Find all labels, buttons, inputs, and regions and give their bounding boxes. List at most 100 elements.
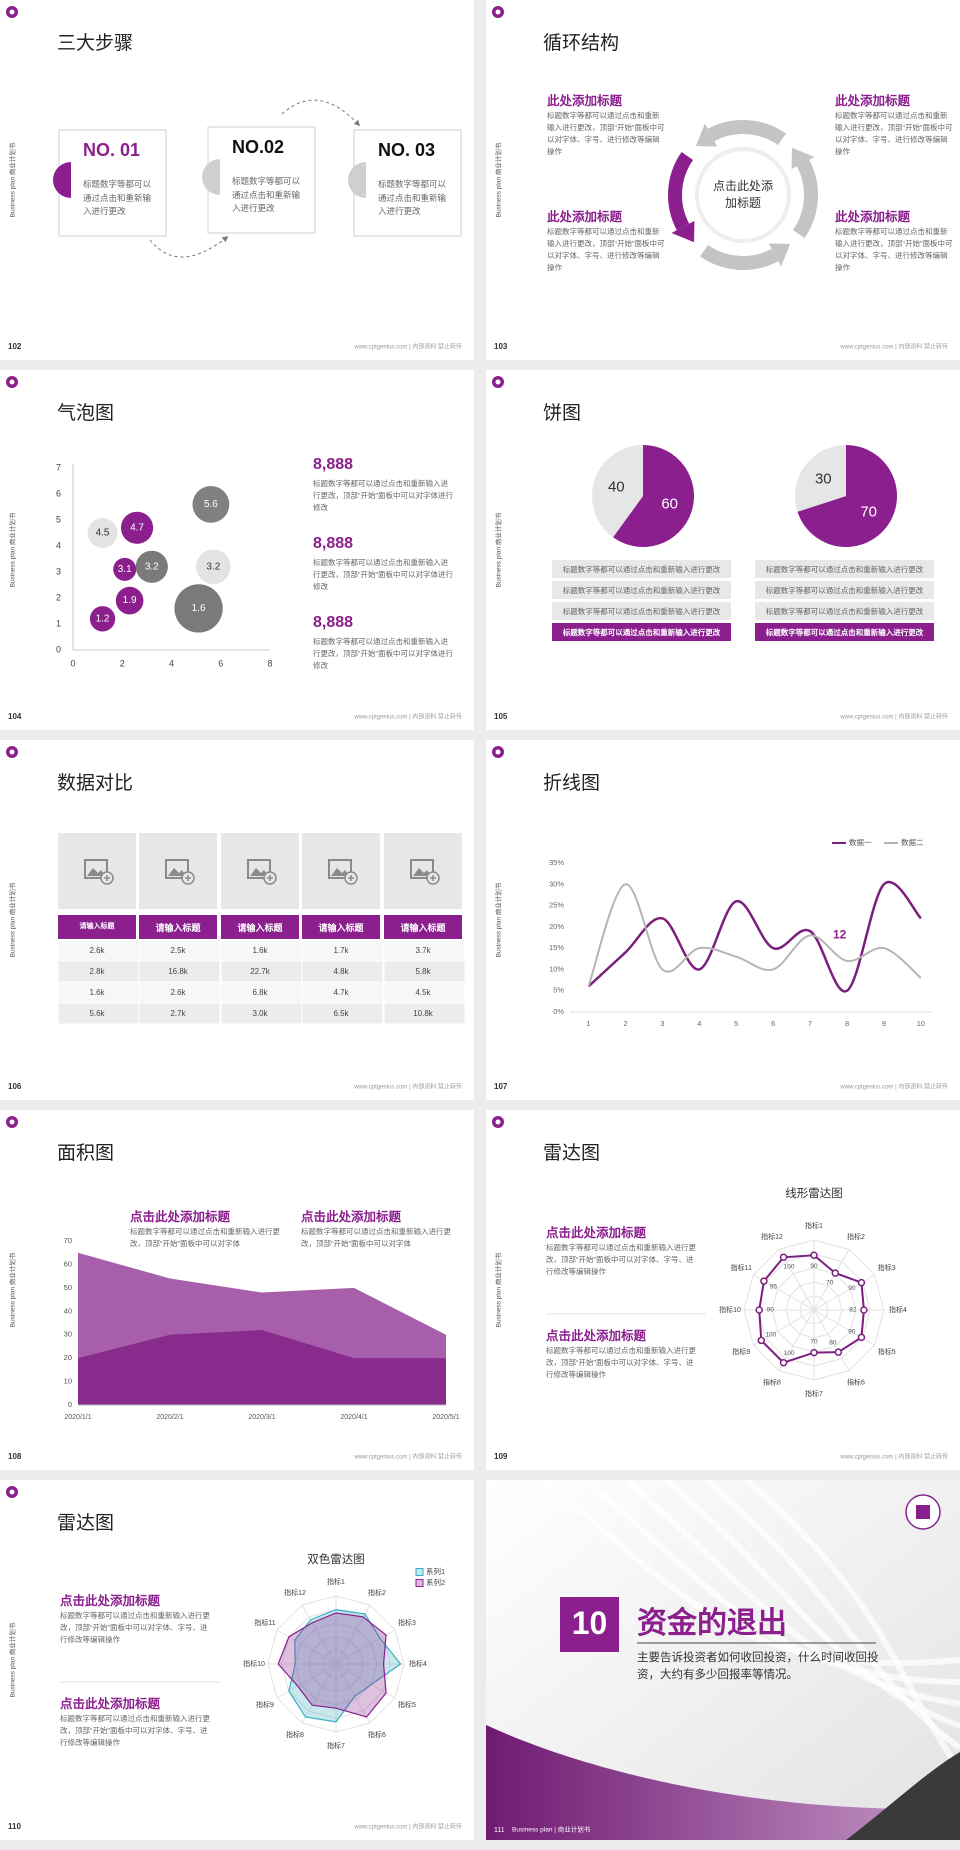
slide-graphics: Business plan 商业计划书 108 www.cptgenius.com … [6, 1116, 462, 1461]
axis-label: 指标8 [763, 1378, 781, 1387]
radar-point [834, 1348, 843, 1356]
cell-text: 2.8k [89, 967, 105, 976]
series-line [587, 883, 922, 987]
page-number: 108 [8, 1452, 22, 1461]
bubble [192, 486, 230, 523]
slide-graphics: 111 Business plan | 商业计划书 [486, 1480, 960, 1840]
cell-text: 5.6k [89, 1009, 105, 1018]
slide-graphics: Business plan 商业计划书 106 www.cptgenius.com … [6, 746, 466, 1091]
axis-label: 指标11 [254, 1618, 275, 1627]
stat-value: 8,888 [313, 535, 354, 552]
cell-text: 4.7k [333, 988, 349, 997]
slide: Business plan 商业计划书 105 www.cptgenius.com … [486, 370, 960, 730]
header-text: 请输入标题 [155, 923, 201, 933]
axis-label: 指标6 [847, 1378, 865, 1387]
footer: www.cptgenius.com | 内部资料 禁止转传 [839, 713, 948, 721]
y-tick-label: 50 [64, 1283, 72, 1292]
y-tick-label: 60 [64, 1259, 72, 1268]
slide: Business plan 商业计划书 110 www.cptgenius.com … [0, 1480, 474, 1840]
pie-slice [795, 445, 846, 512]
series-line [587, 880, 922, 993]
bubble [196, 549, 231, 585]
block-text: 标题数字等都可以通过点击和重新输入进行更改，顶部“开始”面板中可以对字体 [130, 1227, 280, 1248]
image-icon [165, 859, 189, 879]
axis-label: 指标4 [409, 1659, 427, 1668]
legend-label: 数据二 [901, 837, 924, 847]
section-title: 资金的退出 [637, 1607, 787, 1640]
pie-label: 40 [608, 478, 625, 495]
row-text: 标题数字等都可以通过点击和重新输入进行更改 [562, 628, 721, 637]
pie-label: 60 [661, 496, 678, 513]
logo-dot [9, 9, 15, 15]
x-tick-label: 8 [845, 1019, 849, 1028]
step-box [207, 126, 316, 234]
page-number: 106 [8, 1082, 22, 1091]
axis-label: 指标12 [284, 1588, 306, 1597]
cell-text: 6.5k [333, 1009, 349, 1018]
row-bg [755, 560, 934, 578]
slide-title: 三大步骤 [57, 33, 134, 54]
page-number: 111 [494, 1827, 505, 1834]
stat-text: 标题数字等都可以通过点击和重新输入进行更改，顶部“开始”面板中可以对字体进行修改 [313, 637, 453, 670]
block-text: 标题数字等都可以通过点击和重新输入进行更改，顶部“开始”面板中可以对字体、字号、… [835, 227, 953, 272]
slide-title: 循环结构 [543, 33, 620, 54]
row-bg [552, 581, 731, 599]
corner [846, 1752, 960, 1840]
cycle-arc [699, 244, 779, 270]
cell-text: 1.6k [89, 988, 105, 997]
cell-text: 5.8k [415, 967, 431, 976]
cycle-arrow [791, 147, 815, 170]
y-tick-label: 20 [64, 1353, 72, 1362]
value-label: 100 [765, 1332, 776, 1339]
step-box [58, 129, 167, 237]
slide-graphics: Business plan 商业计划书 103 www.cptgenius.com … [492, 6, 948, 351]
bubble [89, 606, 116, 632]
slide-title: 气泡图 [57, 403, 115, 424]
step-tab [53, 162, 71, 198]
y-tick-label: 1 [56, 618, 61, 628]
bubble [135, 550, 168, 583]
section-number: 10 [571, 1605, 608, 1641]
axis-label: 指标8 [286, 1730, 304, 1739]
logo-dot [9, 379, 15, 385]
y-tick-label: 0% [553, 1007, 564, 1016]
x-tick-label: 2 [120, 658, 125, 668]
side-label: Business plan 商业计划书 [494, 142, 503, 217]
radar-point [779, 1253, 788, 1262]
block-title: 点击此处添加标题 [60, 1594, 161, 1608]
row-text: 标题数字等都可以通过点击和重新输入进行更改 [562, 565, 721, 574]
radar-spoke [276, 1663, 337, 1699]
bubble-label: 4.7 [130, 522, 144, 533]
cell-text: 2.5k [170, 946, 186, 955]
footer: www.cptgenius.com | 内部资料 禁止转传 [353, 1823, 462, 1831]
value-label: 100 [784, 1264, 795, 1271]
slide-title: 饼图 [543, 403, 582, 424]
image-icon [168, 868, 186, 876]
radar-shape [277, 1612, 387, 1718]
step-label: NO. 03 [378, 140, 436, 160]
header-text: 请输入标题 [79, 923, 115, 930]
axis-label: 指标7 [805, 1389, 823, 1398]
chart-title: 线形雷达图 [785, 1186, 843, 1200]
slide-graphics: Business plan 商业计划书 105 www.cptgenius.com … [492, 376, 948, 721]
y-tick-label: 15% [549, 943, 564, 952]
image-icon [84, 859, 108, 879]
slide-title: 折线图 [543, 773, 601, 794]
x-tick-label: 10 [917, 1019, 925, 1028]
y-tick-label: 30% [549, 879, 564, 888]
row-text: 标题数字等都可以通过点击和重新输入进行更改 [765, 586, 924, 595]
logo-dot [495, 379, 501, 385]
bubble [174, 584, 223, 633]
slide: Business plan 商业计划书 108 www.cptgenius.com … [0, 1110, 474, 1470]
swoosh [624, 1480, 960, 1707]
annotation: 12 [833, 928, 847, 942]
slide-title: 雷达图 [57, 1513, 115, 1534]
axis-label: 指标6 [368, 1730, 386, 1739]
cycle-arrow [671, 220, 695, 243]
bubble-label: 4.5 [96, 528, 110, 539]
page-number: 109 [494, 1452, 508, 1461]
cell-text: 1.7k [333, 946, 349, 955]
legend-label: 数据一 [849, 837, 872, 847]
